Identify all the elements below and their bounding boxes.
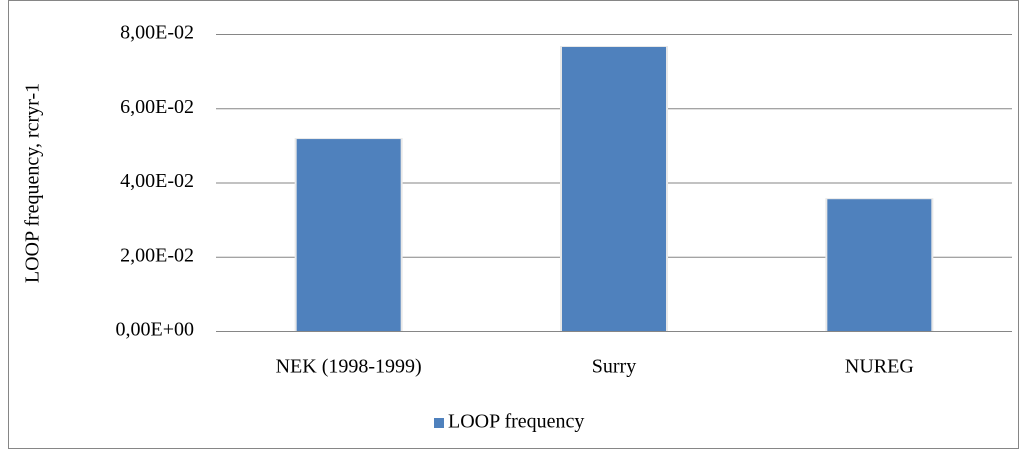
bar bbox=[827, 199, 932, 331]
bar bbox=[296, 139, 401, 331]
y-tick-label: 0,00E+00 bbox=[116, 319, 195, 341]
legend-label: LOOP frequency bbox=[448, 411, 584, 433]
bar bbox=[562, 46, 666, 332]
x-tick-label: NUREG bbox=[845, 356, 914, 378]
y-tick-label: 2,00E-02 bbox=[120, 244, 194, 266]
y-tick-label: 4,00E-02 bbox=[120, 170, 194, 192]
y-axis-label: LOOP frequency, rcryr-1 bbox=[22, 83, 44, 283]
x-tick-label: Surry bbox=[592, 356, 636, 378]
y-tick-label: 6,00E-02 bbox=[120, 96, 194, 118]
x-tick-label: NEK (1998-1999) bbox=[276, 356, 422, 378]
legend-swatch bbox=[434, 418, 444, 428]
y-tick-label: 8,00E-02 bbox=[120, 22, 194, 44]
